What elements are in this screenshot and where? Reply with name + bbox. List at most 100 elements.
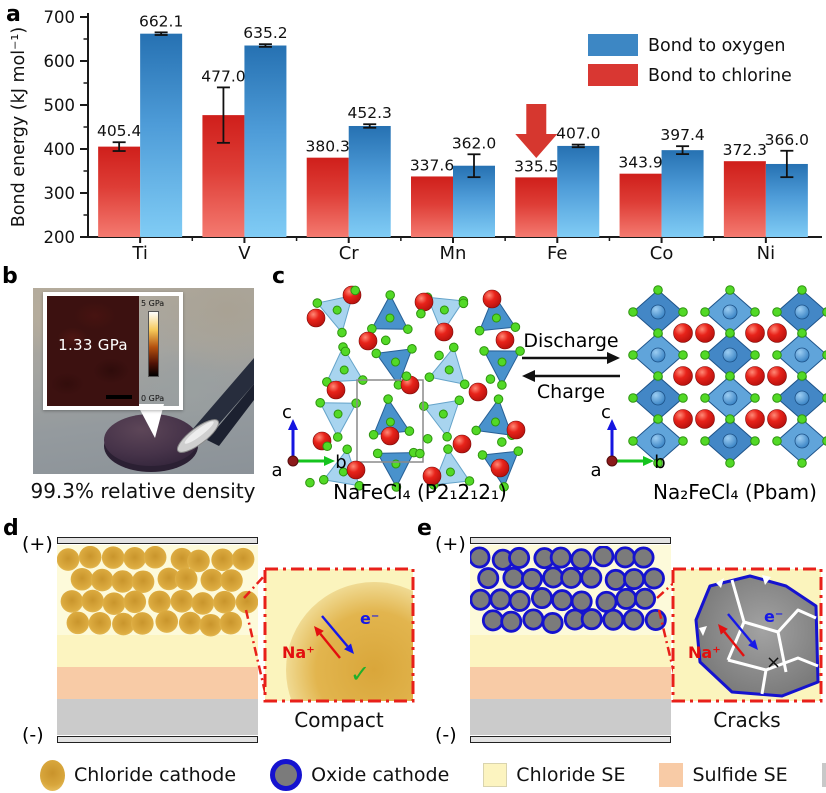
bar-ti-bond-to-chlorine: [98, 146, 141, 237]
nafecl4-formula: NaFeCl₄ (P2₁2₁2₁): [333, 480, 507, 504]
cracked-particle-inset: Na⁺ e⁻ ×: [671, 567, 823, 703]
highlight-arrow-shaft: [526, 104, 547, 135]
highlight-arrow-head: [515, 134, 558, 158]
chloride-particle: [191, 592, 215, 615]
cl-atom: [383, 394, 393, 404]
cl-atom: [477, 450, 488, 460]
alloy-icon: [821, 763, 826, 787]
y-tick-label: 200: [44, 228, 76, 247]
na-atom: [358, 331, 378, 351]
legend-label: Oxide cathode: [311, 764, 450, 786]
arrow-head: [344, 643, 354, 654]
bar-co-bond-to-oxygen: [661, 150, 704, 237]
compact-particle: [286, 582, 413, 701]
fecl4-tetrahedron: [371, 344, 417, 390]
chloride-particle: [143, 546, 167, 569]
oxide-particle: [470, 588, 492, 611]
arrow-head: [607, 352, 620, 364]
crack-line: [743, 608, 817, 634]
cl-atom: [442, 431, 452, 442]
cl-atom: [333, 409, 343, 419]
na-atom: [767, 366, 787, 386]
cl-atom: [628, 393, 638, 403]
crack-spall: [716, 578, 724, 588]
cl-atom: [401, 371, 412, 382]
electron-label: e⁻: [764, 607, 783, 626]
legend-label: Sulfide SE: [692, 764, 788, 786]
cl-atom: [380, 335, 391, 346]
cl-atom: [797, 328, 807, 338]
chloride-particle: [88, 611, 112, 635]
cl-atom: [653, 458, 663, 468]
x-tick-label: Fe: [547, 243, 567, 263]
arrow-head: [718, 624, 728, 635]
x-tick-label: Cr: [339, 243, 360, 263]
cl-atom: [797, 285, 807, 295]
fecl4-tetrahedron: [368, 394, 415, 440]
compact-caption: Compact: [294, 708, 384, 732]
na-ion-label: Na⁺: [282, 643, 315, 662]
cl-atom: [700, 350, 710, 360]
tweezers-arm: [191, 358, 254, 440]
y-tick-label: 700: [44, 8, 76, 27]
na-atom: [673, 366, 693, 386]
tweezers-tip: [176, 419, 220, 453]
cl-atom: [772, 350, 782, 360]
na-atom: [673, 323, 693, 343]
chloride-cathode-icon: [40, 759, 65, 791]
value-label: 407.0: [556, 125, 600, 143]
cl-atom: [822, 436, 826, 446]
charge-label: Charge: [536, 381, 606, 403]
oxide-particle: [470, 546, 491, 569]
cl-atom: [368, 429, 379, 440]
na-atom: [490, 458, 510, 478]
oxide-particle: [623, 568, 646, 591]
cl-atom: [772, 436, 782, 446]
value-label: 343.9: [618, 154, 662, 172]
colorbar-column: 5 GPa 0 GPa: [139, 296, 179, 406]
cl-atom: [497, 357, 507, 367]
value-label: 337.6: [410, 156, 454, 174]
cl-atom: [372, 448, 383, 459]
chloride-particle: [220, 569, 243, 592]
pellet-photo-drawing: [104, 358, 254, 472]
cl-atom: [750, 436, 760, 446]
cl-atom: [454, 395, 465, 406]
pellet-photo: 1.33 GPa 5 GPa 0 GPa: [33, 288, 254, 474]
arrow-head: [288, 419, 298, 430]
cl-atom: [678, 307, 688, 317]
cl-atom: [332, 305, 342, 315]
cl-atom: [391, 482, 402, 492]
cl-atom: [371, 348, 382, 359]
cl-atom: [497, 380, 507, 390]
chloride-particle: [81, 589, 104, 613]
fe-atom: [650, 433, 666, 449]
compact-particle-inset: Na⁺ e⁻ ✓: [263, 567, 415, 703]
legend-label: Chloride cathode: [74, 764, 237, 786]
colorbar-max-label: 5 GPa: [141, 299, 165, 308]
sulfide-se-icon: [659, 763, 684, 787]
cl-atom: [513, 446, 524, 456]
chart-legend-swatch: [588, 64, 638, 86]
arrow-head: [314, 626, 324, 637]
colorbar-min-label: 0 GPa: [141, 394, 165, 403]
oxide-particle: [632, 546, 655, 569]
unit-cell-outline: [356, 379, 424, 463]
chloride-particle: [57, 548, 80, 571]
chloride-particle: [123, 547, 147, 570]
value-label: 635.2: [243, 24, 287, 42]
na-atom: [767, 323, 787, 343]
chloride-particle: [213, 590, 236, 614]
chart-legend-swatch: [588, 34, 638, 56]
cl-atom: [391, 459, 401, 469]
zoom-callout-lines-d: [243, 574, 267, 693]
oxide-particle: [580, 566, 603, 589]
na-atom: [468, 382, 488, 402]
value-label: 366.0: [765, 131, 809, 149]
axis-letter: c: [601, 402, 611, 423]
cl-atom: [404, 426, 415, 436]
oxide-particle: [560, 566, 583, 589]
oxide-particle: [508, 546, 531, 569]
chloride-particle: [155, 610, 179, 633]
crack-line: [776, 631, 788, 673]
